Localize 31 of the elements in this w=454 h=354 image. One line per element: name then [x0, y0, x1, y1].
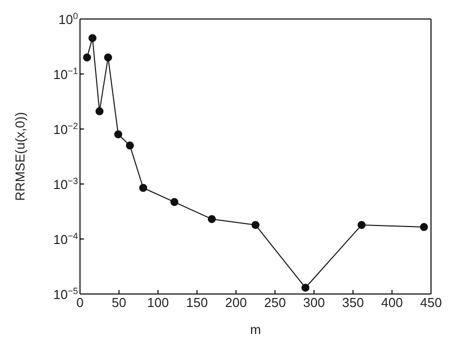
point	[252, 220, 260, 229]
point	[83, 53, 92, 62]
point	[358, 220, 366, 229]
x-tick-label: 0	[76, 295, 84, 310]
y-tick-label: 10$^{−4}$	[53, 231, 78, 247]
y-tick-label: 10$^{−1}$	[53, 66, 78, 82]
point	[114, 130, 122, 138]
x-tick-label: 300	[303, 295, 325, 310]
x-tick-label: 400	[381, 295, 403, 310]
y-axis-title: RRMSE(u(x,0))	[12, 112, 28, 201]
point	[96, 107, 104, 116]
y-tick-label: 10$^{−5}$	[53, 286, 78, 302]
point	[170, 198, 178, 206]
point	[139, 184, 148, 192]
x-tick-label: 450	[420, 295, 442, 310]
x-tick-label: 200	[225, 295, 247, 310]
point	[208, 215, 216, 224]
x-tick-label: 100	[147, 295, 169, 310]
x-tick-label: 50	[112, 295, 126, 310]
point	[126, 142, 134, 150]
y-tick-label: 10$^{0}$	[58, 11, 78, 27]
y-tick-label: 10$^{−2}$	[53, 121, 78, 137]
x-tick-label: 250	[264, 295, 286, 310]
x-tick-label: 150	[186, 295, 208, 310]
x-tick-label: 350	[342, 295, 364, 310]
x-axis-title: m	[250, 322, 261, 337]
y-tick-label: 10$^{−3}$	[53, 176, 78, 192]
point	[104, 53, 112, 62]
point	[301, 284, 310, 292]
point	[88, 34, 96, 42]
point	[420, 223, 428, 232]
